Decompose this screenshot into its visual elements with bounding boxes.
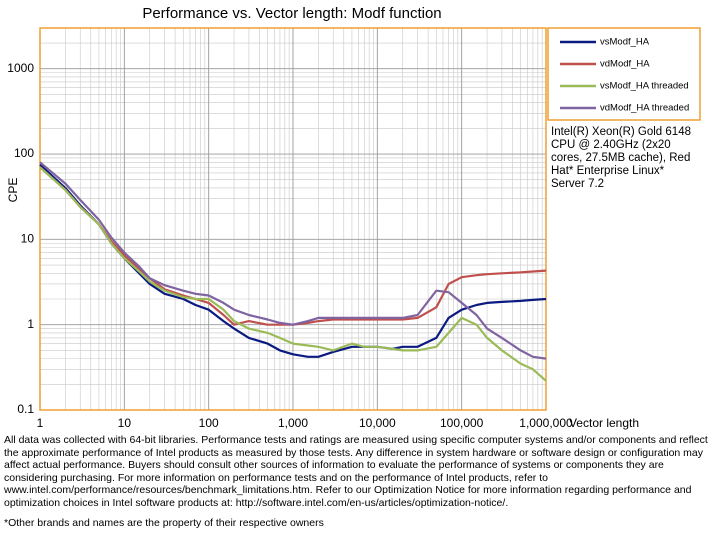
legend-label: vdModf_HA threaded: [600, 103, 689, 114]
x-tick-label: 10: [118, 416, 132, 430]
annotation: Intel(R) Xeon(R) Gold 6148 CPU @ 2.40GHz…: [551, 126, 691, 190]
series-line: [39, 161, 547, 360]
chart-title: Performance vs. Vector length: Modf func…: [142, 5, 441, 22]
legend-label: vdModf_HA: [600, 59, 650, 70]
series-line: [39, 166, 547, 382]
plot-border: [39, 27, 547, 411]
series-line: [39, 163, 547, 358]
footnote: All data was collected with 64-bit libra…: [4, 434, 708, 509]
x-axis-label: Vector length: [569, 416, 639, 430]
y-tick-label: 0.1: [17, 402, 34, 416]
x-tick-label: 1,000: [278, 416, 308, 430]
x-tick-label: 100: [199, 416, 219, 430]
x-tick-label: 1,000,000: [519, 416, 573, 430]
x-tick-label: 10,000: [359, 416, 396, 430]
x-tick-label: 1: [37, 416, 44, 430]
legend-label: vsModf_HA: [600, 37, 650, 48]
y-tick-label: 100: [14, 146, 34, 160]
y-axis-label: CPE: [6, 178, 20, 203]
x-tick-label: 100,000: [440, 416, 484, 430]
chart: Performance vs. Vector length: Modf func…: [6, 5, 701, 430]
y-tick-label: 1: [27, 317, 34, 331]
y-tick-label: 1000: [7, 61, 34, 75]
footnote: *Other brands and names are the property…: [4, 517, 324, 529]
legend-label: vsModf_HA threaded: [600, 81, 689, 92]
legend-box: [547, 27, 701, 121]
y-tick-label: 10: [21, 232, 35, 246]
